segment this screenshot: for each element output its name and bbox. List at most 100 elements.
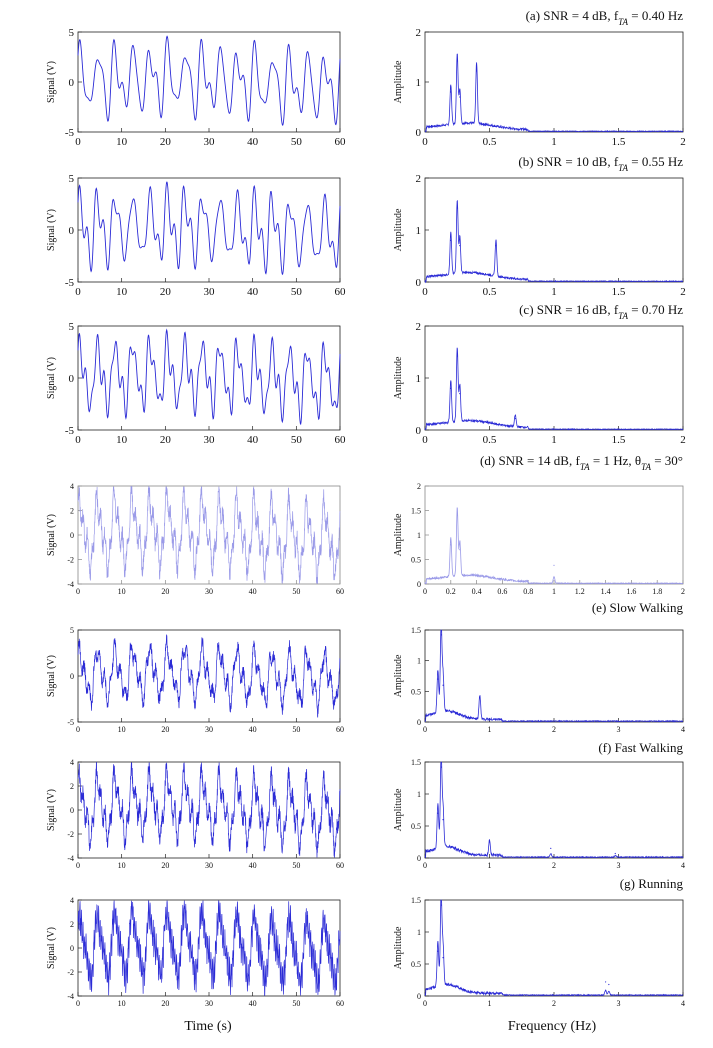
panel-title: (e) Slow Walking (592, 600, 684, 615)
freq-ytick-label: 0 (416, 277, 422, 289)
panel-title-text: (a) SNR = 4 dB, f (526, 8, 619, 23)
freq-ytick-label: 0.5 (411, 556, 421, 565)
time-ytick-label: 0 (70, 806, 74, 815)
time-xtick-label: 40 (249, 861, 257, 870)
spectrum-plot-frame (424, 31, 684, 133)
panel-title-text: (c) SNR = 16 dB, f (519, 302, 619, 317)
spectrum-peak (442, 957, 444, 959)
panel-title-text: (e) Slow Walking (592, 600, 684, 615)
time-ytick-label: 5 (69, 321, 75, 333)
time-xtick-label: 60 (336, 861, 344, 870)
panel-title: (d) SNR = 14 dB, fTA = 1 Hz, θTA = 30° (480, 453, 683, 472)
time-ytick-label: 0 (69, 373, 75, 385)
freq-ytick-label: 0.5 (411, 960, 421, 969)
spectrum-peak (442, 819, 444, 821)
panel-title-tail: = 0.70 Hz (628, 302, 683, 317)
spectrum-peak (450, 387, 452, 389)
freq-xtick-label: 4 (681, 999, 685, 1008)
time-xtick-label: 60 (335, 434, 347, 446)
freq-xtick-label: 0 (422, 434, 428, 446)
freq-ytick-label: 1 (416, 77, 422, 89)
spectrum-trace (424, 199, 684, 284)
time-signal-trace (77, 181, 341, 276)
panel-title: (f) Fast Walking (598, 740, 683, 755)
time-ytick-label: -5 (65, 127, 75, 139)
freq-xtick-label: 3 (617, 725, 621, 734)
spectrum-peak (440, 634, 442, 636)
spectrum-trace (424, 761, 684, 859)
freq-xtick-label: 4 (681, 725, 685, 734)
time-ytick-label: 2 (70, 782, 74, 791)
time-xtick-label: 10 (118, 999, 126, 1008)
freq-xtick-label: 1 (488, 999, 492, 1008)
freq-xtick-label: 1.5 (612, 286, 626, 298)
time-xtick-label: 60 (335, 286, 347, 298)
time-signal-trace (77, 762, 341, 858)
amplitude-axis-label: Amplitude (393, 60, 404, 103)
time-ytick-label: -4 (67, 580, 74, 589)
time-xtick-label: 60 (336, 999, 344, 1008)
panel-title-subscript: TA (618, 163, 628, 173)
time-ytick-label: 2 (70, 920, 74, 929)
spectrum-plot-frame (424, 761, 684, 859)
time-xtick-label: 0 (76, 587, 80, 596)
time-xtick-label: 20 (161, 861, 169, 870)
time-xtick-label: 30 (205, 999, 213, 1008)
spectrum-plot-frame (424, 629, 684, 723)
spectrum-peak (488, 841, 491, 843)
time-signal-trace (77, 486, 341, 584)
time-xtick-label: 50 (291, 286, 303, 298)
time-ytick-label: 0 (70, 944, 74, 953)
time-xtick-label: 0 (76, 999, 80, 1008)
freq-xtick-label: 0.6 (497, 587, 507, 596)
freq-ytick-label: 1 (416, 225, 422, 237)
time-xtick-label: 40 (249, 725, 257, 734)
panel-title-tail: = 0.55 Hz (628, 154, 683, 169)
time-signal-trace (77, 634, 341, 718)
time-ytick-label: 4 (70, 482, 74, 491)
time-xtick-label: 20 (161, 999, 169, 1008)
panel-title-text: (d) SNR = 14 dB, f (480, 453, 580, 468)
time-plot-frame (77, 177, 341, 283)
freq-xtick-label: 1 (551, 286, 557, 298)
time-xtick-label: 60 (335, 136, 347, 148)
panel-title-text: (b) SNR = 10 dB, f (518, 154, 618, 169)
spectrum-peak (437, 812, 439, 814)
freq-ytick-label: 1.5 (411, 507, 421, 516)
freq-xtick-label: 1 (551, 136, 557, 148)
freq-xtick-label: 1.5 (612, 434, 626, 446)
frequency-axis-label: Frequency (Hz) (508, 1019, 597, 1034)
time-xtick-label: 50 (292, 587, 300, 596)
freq-ytick-label: 0 (417, 580, 421, 589)
signal-axis-label: Signal (V) (46, 927, 57, 969)
panel-title-subscript: TA (618, 311, 628, 321)
panels-layer: (a) SNR = 4 dB, fTA = 0.40 Hz0 10 20 30 40 50… (46, 8, 686, 1008)
time-xtick-label: 30 (205, 861, 213, 870)
freq-xtick-label: 1 (551, 434, 557, 446)
freq-ytick-label: 0 (416, 425, 422, 437)
spectrum-peak (440, 904, 442, 906)
spectrum-peak (437, 678, 439, 680)
freq-xtick-label: 1.8 (652, 587, 662, 596)
freq-xtick-label: 0.2 (446, 587, 456, 596)
time-xtick-label: 20 (161, 725, 169, 734)
signal-axis-label: Signal (V) (46, 655, 57, 697)
freq-xtick-label: 0.5 (483, 286, 497, 298)
signal-axis-label: Signal (V) (46, 514, 57, 556)
spectrum-peak (456, 60, 458, 62)
time-xtick-label: 40 (249, 999, 257, 1008)
freq-ytick-label: 2 (416, 173, 422, 185)
freq-xtick-label: 1.6 (626, 587, 636, 596)
freq-ytick-label: 0 (417, 718, 421, 727)
spectrum-peak (459, 393, 461, 395)
time-xtick-label: 60 (336, 587, 344, 596)
spectrum-plot-frame (424, 899, 684, 997)
spectrum-peak (514, 417, 516, 420)
spectrum-peak (614, 852, 616, 855)
time-xtick-label: 10 (116, 136, 128, 148)
time-ytick-label: -2 (67, 556, 74, 565)
time-xtick-label: 10 (116, 434, 128, 446)
freq-xtick-label: 2 (552, 861, 556, 870)
time-xtick-label: 30 (205, 725, 213, 734)
spectrum-trace (424, 629, 684, 723)
